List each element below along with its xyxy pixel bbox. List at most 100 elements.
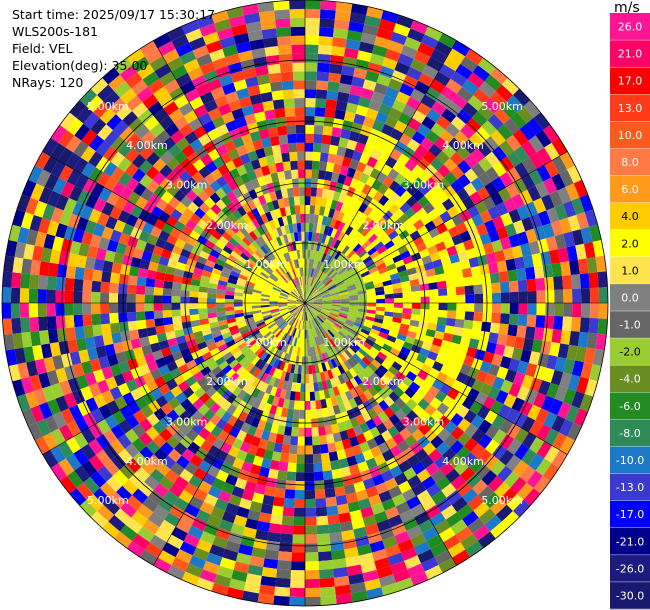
range-gate bbox=[90, 77, 109, 96]
range-gate bbox=[349, 344, 358, 354]
range-gate bbox=[263, 254, 272, 264]
range-gate bbox=[450, 426, 465, 441]
range-gate bbox=[80, 145, 96, 163]
range-gate bbox=[412, 177, 425, 190]
range-gate bbox=[289, 336, 294, 346]
range-gate bbox=[337, 315, 347, 322]
range-gate bbox=[471, 235, 483, 248]
range-gate bbox=[505, 335, 517, 348]
range-gate bbox=[219, 557, 236, 570]
range-gate bbox=[278, 303, 288, 306]
range-gate bbox=[332, 118, 344, 129]
range-gate bbox=[254, 334, 264, 343]
range-gate bbox=[298, 296, 305, 303]
range-gate bbox=[275, 577, 291, 588]
range-gate bbox=[300, 338, 304, 348]
range-gate bbox=[313, 382, 319, 392]
range-gate bbox=[153, 557, 172, 573]
range-gate bbox=[330, 358, 338, 369]
range-gate bbox=[378, 490, 392, 503]
range-gate bbox=[159, 476, 175, 491]
range-gate bbox=[2, 271, 13, 288]
range-gate bbox=[32, 245, 44, 262]
range-gate bbox=[421, 116, 436, 130]
range-gate bbox=[174, 238, 186, 249]
range-gate bbox=[516, 325, 527, 338]
range-gate bbox=[58, 147, 74, 165]
range-gate bbox=[321, 407, 330, 418]
range-gate bbox=[499, 313, 510, 325]
range-gate bbox=[84, 336, 96, 350]
range-gate bbox=[212, 57, 228, 71]
range-gate bbox=[153, 295, 163, 303]
range-gate bbox=[305, 552, 319, 562]
range-gate bbox=[332, 163, 342, 174]
range-gate bbox=[488, 262, 499, 274]
range-gate bbox=[228, 15, 246, 28]
range-gate bbox=[301, 285, 304, 295]
range-gate bbox=[240, 344, 250, 354]
range-gate bbox=[165, 266, 176, 276]
range-gate bbox=[142, 93, 159, 110]
range-gate bbox=[107, 353, 119, 367]
range-gate bbox=[355, 233, 365, 244]
range-gate bbox=[207, 107, 222, 121]
range-gate bbox=[255, 281, 265, 288]
range-gate bbox=[274, 108, 286, 119]
range-gate bbox=[478, 157, 493, 173]
range-gate bbox=[216, 311, 226, 317]
range-gate bbox=[233, 262, 244, 271]
range-gate bbox=[452, 549, 471, 566]
range-gate bbox=[335, 280, 345, 287]
range-gate bbox=[203, 522, 219, 536]
range-gate bbox=[279, 293, 289, 298]
range-gate bbox=[511, 245, 523, 259]
range-gate bbox=[336, 355, 344, 365]
range-gate bbox=[207, 361, 219, 372]
range-gate bbox=[34, 358, 47, 375]
range-gate bbox=[135, 311, 146, 321]
range-gate bbox=[467, 517, 485, 534]
range-gate bbox=[318, 252, 325, 262]
range-gate bbox=[468, 256, 480, 268]
range-gate bbox=[389, 128, 404, 141]
range-gate bbox=[268, 323, 278, 332]
range-gate bbox=[95, 449, 112, 466]
range-gate bbox=[402, 517, 419, 531]
range-gate bbox=[551, 450, 568, 469]
colorbar-swatch bbox=[610, 40, 650, 68]
colorbar: 26.021.017.013.010.08.06.04.02.01.00.0-1… bbox=[610, 13, 650, 610]
range-gate bbox=[410, 392, 423, 405]
range-gate bbox=[92, 324, 103, 337]
range-gate bbox=[327, 406, 335, 417]
range-gate bbox=[238, 411, 249, 423]
range-gate bbox=[201, 351, 213, 361]
range-gate bbox=[546, 382, 560, 399]
range-gate bbox=[341, 213, 350, 224]
range-gate bbox=[394, 239, 406, 250]
range-gate bbox=[368, 233, 378, 244]
range-gate bbox=[559, 436, 575, 455]
range-gate bbox=[360, 125, 373, 137]
range-gate bbox=[318, 27, 334, 38]
range-gate bbox=[331, 299, 341, 302]
range-gate bbox=[422, 64, 439, 80]
range-gate bbox=[294, 288, 301, 296]
range-gate bbox=[291, 169, 299, 179]
range-gate bbox=[241, 392, 252, 404]
range-gate bbox=[303, 303, 305, 312]
range-gate bbox=[277, 125, 288, 136]
range-gate bbox=[265, 384, 274, 395]
range-gate bbox=[299, 276, 303, 286]
range-gate bbox=[321, 307, 331, 312]
range-gate bbox=[348, 312, 358, 317]
range-gate bbox=[298, 276, 302, 286]
range-gate bbox=[415, 144, 429, 158]
range-gate bbox=[160, 248, 172, 259]
range-gate bbox=[267, 263, 276, 272]
range-gate bbox=[218, 221, 230, 232]
range-gate bbox=[202, 472, 216, 486]
range-gate bbox=[245, 573, 262, 585]
range-gate bbox=[126, 132, 142, 148]
range-gate bbox=[471, 162, 486, 178]
